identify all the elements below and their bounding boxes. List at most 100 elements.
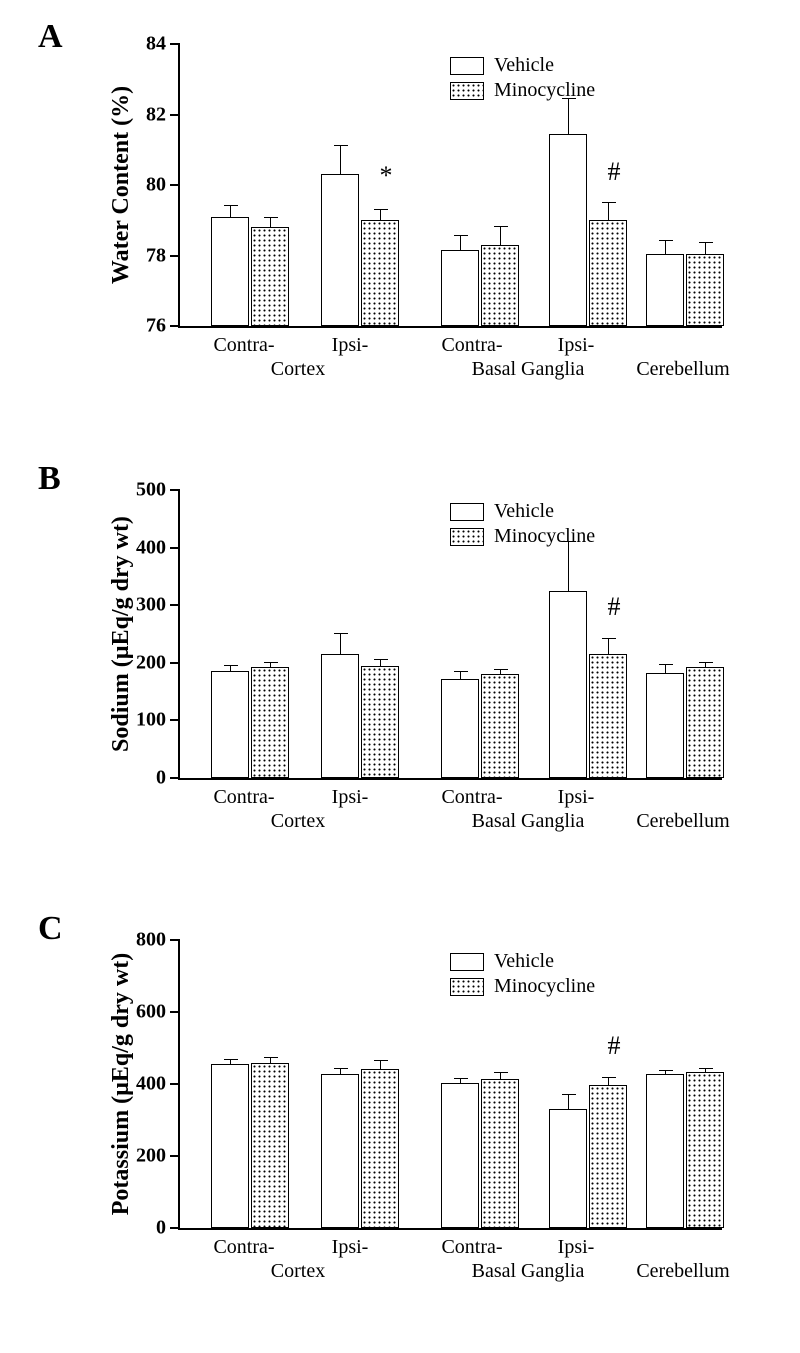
error-bar — [340, 146, 341, 174]
legend-label: Minocycline — [494, 79, 595, 102]
error-bar — [608, 639, 609, 653]
x-category-label: Basal Ganglia — [472, 810, 585, 833]
bar — [251, 667, 289, 778]
panel-label-a: A — [38, 18, 63, 56]
error-bar — [568, 1095, 569, 1109]
panel-label-b: B — [38, 460, 61, 498]
error-bar — [380, 210, 381, 221]
y-tick-label: 76 — [146, 315, 180, 338]
error-bar — [230, 1060, 231, 1064]
y-tick-label: 200 — [136, 1145, 180, 1168]
significance-annotation: # — [608, 159, 621, 185]
x-category-label: Cerebellum — [636, 810, 729, 833]
error-bar — [230, 206, 231, 217]
bar — [549, 1109, 587, 1228]
x-category-label: Contra- — [441, 334, 502, 357]
legend: VehicleMinocycline — [450, 950, 595, 1000]
legend-swatch — [450, 503, 484, 521]
y-axis-label: Potassium (µEq/g dry wt) — [108, 940, 135, 1228]
x-category-label: Contra- — [213, 1236, 274, 1259]
bar — [321, 174, 359, 326]
significance-annotation: * — [380, 163, 393, 189]
y-tick-label: 600 — [136, 1001, 180, 1024]
significance-annotation: # — [608, 1033, 621, 1059]
legend-swatch — [450, 528, 484, 546]
error-bar — [230, 666, 231, 672]
figure-page: A 7678808284VehicleMinocycline*#Water Co… — [0, 0, 800, 1353]
error-bar — [500, 227, 501, 245]
error-bar — [270, 218, 271, 227]
error-bar — [705, 243, 706, 254]
error-bar — [705, 1069, 706, 1073]
plot-area: 0200400600800VehicleMinocycline# — [178, 940, 722, 1230]
legend: VehicleMinocycline — [450, 500, 595, 550]
error-bar — [270, 663, 271, 668]
legend-label: Minocycline — [494, 975, 595, 998]
plot-area: 7678808284VehicleMinocycline*# — [178, 44, 722, 328]
y-tick-label: 200 — [136, 651, 180, 674]
bar — [441, 250, 479, 326]
x-category-label: Ipsi- — [558, 334, 595, 357]
y-tick-label: 400 — [136, 1073, 180, 1096]
bar — [549, 134, 587, 326]
y-tick-label: 0 — [156, 1217, 180, 1240]
bar — [361, 666, 399, 778]
error-bar — [380, 1061, 381, 1068]
legend-item: Minocycline — [450, 975, 595, 998]
error-bar — [705, 663, 706, 668]
legend-label: Vehicle — [494, 54, 554, 77]
error-bar — [460, 236, 461, 250]
x-category-label: Contra- — [441, 786, 502, 809]
legend-item: Minocycline — [450, 525, 595, 548]
bar — [211, 1064, 249, 1228]
y-tick-label: 78 — [146, 244, 180, 267]
bar — [441, 1083, 479, 1228]
x-category-label: Contra- — [213, 786, 274, 809]
legend-swatch — [450, 953, 484, 971]
y-tick-label: 800 — [136, 929, 180, 952]
bar — [589, 654, 627, 778]
bar — [686, 254, 724, 326]
x-category-label: Basal Ganglia — [472, 1260, 585, 1283]
x-category-label: Contra- — [213, 334, 274, 357]
bar — [361, 220, 399, 326]
significance-annotation: # — [608, 594, 621, 620]
x-category-label: Contra- — [441, 1236, 502, 1259]
x-category-label: Cortex — [271, 810, 325, 833]
x-category-label: Ipsi- — [558, 1236, 595, 1259]
bar — [211, 217, 249, 326]
legend: VehicleMinocycline — [450, 54, 595, 104]
error-bar — [665, 241, 666, 253]
bar — [686, 1072, 724, 1228]
error-bar — [270, 1058, 271, 1063]
y-tick-label: 100 — [136, 709, 180, 732]
bar — [646, 1074, 684, 1228]
error-bar — [340, 1069, 341, 1074]
bar — [441, 679, 479, 778]
error-bar — [340, 634, 341, 654]
bar — [549, 591, 587, 778]
bar — [646, 254, 684, 326]
x-category-label: Ipsi- — [558, 786, 595, 809]
legend-label: Minocycline — [494, 525, 595, 548]
panel-label-c: C — [38, 910, 63, 948]
x-category-label: Cerebellum — [636, 1260, 729, 1283]
y-tick-label: 80 — [146, 174, 180, 197]
bar — [481, 674, 519, 778]
error-bar — [665, 1071, 666, 1074]
bar — [589, 1085, 627, 1228]
y-tick-label: 300 — [136, 594, 180, 617]
legend-label: Vehicle — [494, 950, 554, 973]
bar — [251, 227, 289, 326]
bar — [321, 654, 359, 778]
error-bar — [500, 670, 501, 675]
y-tick-label: 82 — [146, 103, 180, 126]
legend-swatch — [450, 82, 484, 100]
y-tick-label: 84 — [146, 33, 180, 56]
bar — [361, 1069, 399, 1228]
bar — [589, 220, 627, 326]
error-bar — [380, 660, 381, 666]
x-category-label: Ipsi- — [332, 786, 369, 809]
error-bar — [568, 542, 569, 591]
error-bar — [460, 1079, 461, 1083]
